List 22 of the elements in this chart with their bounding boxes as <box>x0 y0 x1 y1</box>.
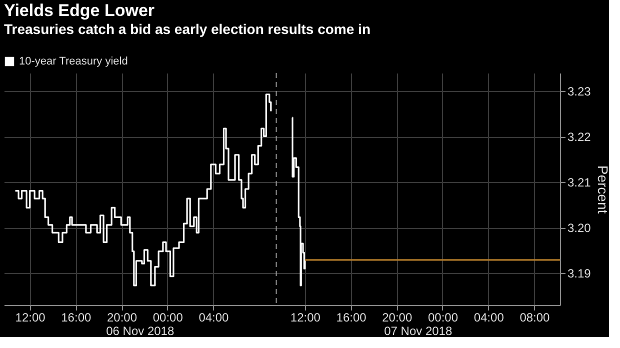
y-tick-label: 3.19 <box>568 266 592 281</box>
y-tick-label: 3.23 <box>568 84 592 99</box>
x-tick-label: 12:00 <box>290 310 321 324</box>
x-tick-label: 00:00 <box>152 310 184 324</box>
y-axis-title: Percent <box>594 165 611 214</box>
x-tick-label: 00:00 <box>428 310 458 324</box>
x-tick-label: 04:00 <box>198 310 230 324</box>
x-tick-label: 04:00 <box>474 310 504 324</box>
x-tick-label: 20:00 <box>382 310 412 324</box>
x-tick-label: 12:00 <box>15 310 46 324</box>
x-tick-label: 16:00 <box>336 310 367 324</box>
x-tick-label: 16:00 <box>61 310 92 324</box>
text: 06 Nov 2018 <box>106 324 174 338</box>
text: 07 Nov 2018 <box>384 324 452 338</box>
y-tick-label: 3.20 <box>568 221 592 236</box>
x-tick-label: 20:00 <box>106 310 138 324</box>
x-tick-label: 08:00 <box>520 310 550 324</box>
chart-title: Yields Edge Lower <box>4 1 155 20</box>
chart-subtitle: Treasuries catch a bid as early election results come in <box>4 21 371 37</box>
y-tick-label: 3.21 <box>568 176 592 190</box>
y-tick-label: 3.22 <box>568 130 592 144</box>
legend-label: 10-year Treasury yield <box>19 56 128 68</box>
